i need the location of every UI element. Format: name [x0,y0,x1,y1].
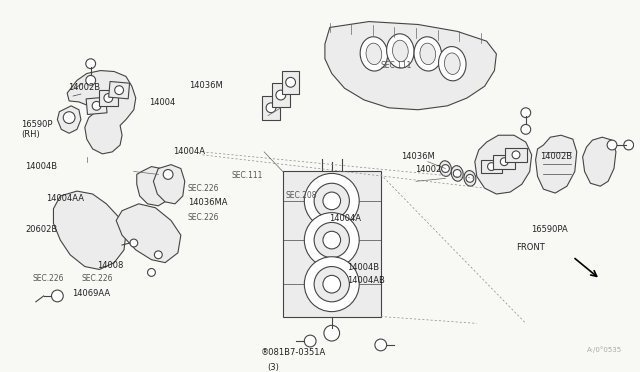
Circle shape [453,170,461,177]
Circle shape [466,174,474,182]
Text: FRONT: FRONT [516,243,545,252]
Ellipse shape [464,171,476,186]
Circle shape [305,173,359,228]
Polygon shape [54,191,126,269]
Text: 14008: 14008 [97,261,124,270]
Polygon shape [116,204,181,263]
Circle shape [324,326,340,341]
Text: 14004: 14004 [150,98,176,107]
Polygon shape [86,97,107,115]
Ellipse shape [440,161,451,176]
Text: 14002B: 14002B [541,152,573,161]
Polygon shape [505,148,527,162]
Circle shape [285,77,296,87]
Polygon shape [282,71,300,94]
Polygon shape [325,22,497,110]
Text: 14002B: 14002B [68,83,100,92]
Polygon shape [262,96,280,119]
Text: A·/0°0535: A·/0°0535 [587,346,622,353]
Circle shape [314,222,349,258]
Circle shape [305,257,359,312]
Text: 16590P: 16590P [21,119,52,129]
Text: (3): (3) [267,363,279,372]
Circle shape [521,125,531,134]
Circle shape [323,275,340,293]
Circle shape [607,140,617,150]
Circle shape [154,251,162,259]
Text: 14004B: 14004B [25,162,57,171]
Polygon shape [272,83,290,107]
Polygon shape [137,167,171,206]
Text: SEC.111: SEC.111 [232,171,263,180]
Circle shape [148,269,156,276]
Circle shape [521,108,531,118]
Circle shape [305,213,359,267]
Circle shape [323,192,340,210]
Ellipse shape [392,40,408,62]
Circle shape [115,86,124,94]
Polygon shape [67,71,136,154]
Ellipse shape [360,37,388,71]
Polygon shape [154,165,185,204]
Circle shape [104,94,113,102]
Circle shape [488,163,495,170]
Ellipse shape [451,166,463,181]
Text: 14036M: 14036M [189,81,223,90]
Ellipse shape [438,46,466,81]
Polygon shape [109,81,129,99]
Ellipse shape [414,37,442,71]
Polygon shape [481,160,502,173]
Circle shape [512,151,520,159]
Ellipse shape [387,34,414,68]
Circle shape [86,59,95,68]
Text: 14069AA: 14069AA [72,289,110,298]
Text: SEC.226: SEC.226 [82,275,113,283]
Text: (RH): (RH) [21,130,40,140]
Ellipse shape [444,53,460,74]
Polygon shape [536,135,577,193]
Circle shape [63,112,75,124]
Text: 16590PA: 16590PA [531,225,568,234]
Circle shape [314,267,349,302]
Text: SEC.111: SEC.111 [381,61,412,70]
Circle shape [442,165,449,173]
Circle shape [323,231,340,249]
Text: SEC.208: SEC.208 [285,191,317,200]
Polygon shape [493,155,515,169]
Text: 20602B: 20602B [25,225,58,234]
Circle shape [130,239,138,247]
Text: SEC.226: SEC.226 [188,184,220,193]
Circle shape [624,140,634,150]
Polygon shape [582,137,616,186]
Text: 14036M: 14036M [401,152,435,161]
Text: ®081B7-0351A: ®081B7-0351A [261,348,326,357]
Circle shape [51,290,63,302]
Polygon shape [99,90,118,106]
FancyBboxPatch shape [283,171,381,317]
Circle shape [276,90,285,100]
Text: 14036MA: 14036MA [188,198,227,207]
Circle shape [266,103,276,113]
Circle shape [500,158,508,166]
Text: 14004A: 14004A [329,214,361,222]
Circle shape [163,170,173,179]
Text: 14004B: 14004B [348,263,380,272]
Circle shape [86,76,95,85]
Circle shape [305,335,316,347]
Text: 14004AA: 14004AA [45,194,84,203]
Text: SEC.226: SEC.226 [33,275,65,283]
Circle shape [92,102,101,110]
Ellipse shape [366,43,382,65]
Circle shape [375,339,387,351]
Polygon shape [475,135,532,194]
Text: 14004A: 14004A [173,147,205,156]
Text: SEC.226: SEC.226 [188,213,220,222]
Polygon shape [58,106,81,133]
Circle shape [314,183,349,218]
Ellipse shape [420,43,436,65]
Text: 14002: 14002 [415,165,442,174]
Text: 14004AB: 14004AB [348,276,385,285]
